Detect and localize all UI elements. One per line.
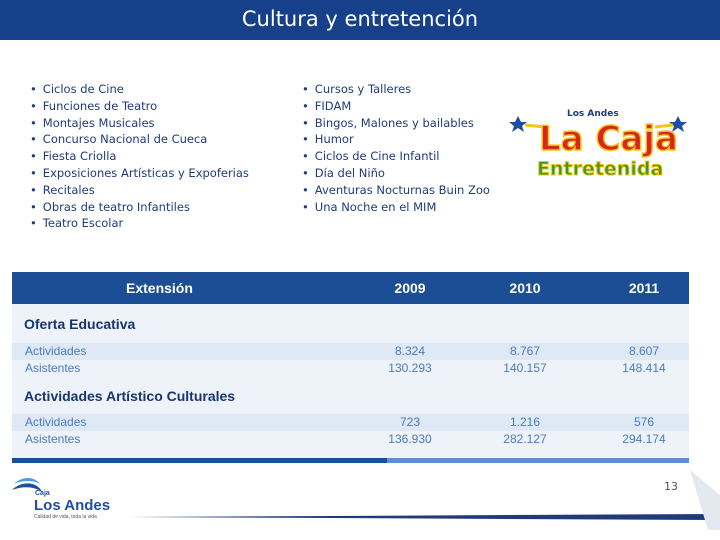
la-caja-entretenida-logo: Los Andes La Caja Entretenida xyxy=(509,109,687,181)
extension-table: Extensión 2009 2010 2011 Oferta Educativ… xyxy=(12,272,689,462)
footer-corner-chevron xyxy=(690,470,720,530)
list-item: Ciclos de Cine xyxy=(30,81,249,98)
caja-los-andes-logo: Caja Los Andes Calidad de vida, toda la … xyxy=(12,478,110,520)
row-label: Asistentes xyxy=(25,432,81,446)
list-item: Día del Niño xyxy=(302,165,490,182)
cell-2010: 8.767 xyxy=(509,344,541,358)
logo-wave-icon xyxy=(12,483,42,492)
logo-brand-name: Los Andes xyxy=(34,497,110,514)
cell-2011: 576 xyxy=(633,415,655,429)
list-item: Concurso Nacional de Cueca xyxy=(30,131,249,148)
cell-2010: 282.127 xyxy=(503,432,547,446)
list-item: Ciclos de Cine Infantil xyxy=(302,148,490,165)
left-activity-list: Ciclos de Cine Funciones de Teatro Monta… xyxy=(30,81,249,232)
header-2009: 2009 xyxy=(394,280,426,296)
cell-2010: 140.157 xyxy=(503,361,547,375)
cell-2011: 148.414 xyxy=(622,361,666,375)
table-bottom-bar-light xyxy=(387,458,689,463)
header-extension: Extensión xyxy=(126,280,193,296)
cell-2009: 723 xyxy=(399,415,421,429)
cell-2009: 136.930 xyxy=(388,432,432,446)
logo-small-text: Los Andes xyxy=(567,109,619,119)
list-item: Obras de teatro Infantiles xyxy=(30,199,249,216)
logo-sub-text: Entretenida xyxy=(537,158,663,180)
list-item: Aventuras Nocturnas Buin Zoo xyxy=(302,182,490,199)
section-title: Oferta Educativa xyxy=(24,316,136,332)
logo-tagline: Calidad de vida, toda la vida xyxy=(34,514,97,520)
table-row: Actividades 8.324 8.767 8.607 xyxy=(12,343,689,360)
list-item: Humor xyxy=(302,131,490,148)
star-icon xyxy=(669,116,687,132)
table-row: Asistentes 130.293 140.157 148.414 xyxy=(12,360,689,377)
decorative-stripe xyxy=(654,123,674,129)
page-number: 13 xyxy=(664,480,678,493)
list-item: Recitales xyxy=(30,182,249,199)
header-2011: 2011 xyxy=(628,280,660,296)
list-item: Funciones de Teatro xyxy=(30,98,249,115)
list-item: Exposiciones Artísticas y Expoferias xyxy=(30,165,249,182)
cell-2009: 130.293 xyxy=(388,361,432,375)
row-label: Actividades xyxy=(25,344,87,358)
table-row: Actividades 723 1.216 576 xyxy=(12,414,689,431)
row-label: Actividades xyxy=(25,415,87,429)
header-2010: 2010 xyxy=(509,280,541,296)
list-item: Una Noche en el MIM xyxy=(302,199,490,216)
table-bottom-bar xyxy=(12,458,387,463)
logo-wave-icon xyxy=(14,478,40,484)
table-header: Extensión 2009 2010 2011 xyxy=(12,272,689,304)
cell-2009: 8.324 xyxy=(394,344,426,358)
table-row: Asistentes 136.930 282.127 294.174 xyxy=(12,431,689,448)
list-item: Fiesta Criolla xyxy=(30,148,249,165)
right-activity-list: Cursos y Talleres FIDAM Bingos, Malones … xyxy=(302,81,490,215)
cell-2011: 294.174 xyxy=(622,432,666,446)
cell-2010: 1.216 xyxy=(509,415,541,429)
list-item: Montajes Musicales xyxy=(30,115,249,132)
logo-brand-small: Caja xyxy=(35,490,50,497)
cell-2011: 8.607 xyxy=(628,344,660,358)
decorative-stripe xyxy=(524,123,546,129)
list-item: Bingos, Malones y bailables xyxy=(302,115,490,132)
table-body: Oferta Educativa Actividades 8.324 8.767… xyxy=(12,304,689,458)
list-item: Teatro Escolar xyxy=(30,215,249,232)
row-label: Asistentes xyxy=(25,361,81,375)
list-item: FIDAM xyxy=(302,98,490,115)
list-item: Cursos y Talleres xyxy=(302,81,490,98)
star-icon xyxy=(509,116,527,132)
logo-main-text: La Caja xyxy=(539,119,678,159)
slide-title: Cultura y entretención xyxy=(0,0,720,40)
footer-divider xyxy=(125,514,715,520)
section-title: Actividades Artístico Culturales xyxy=(24,388,236,404)
